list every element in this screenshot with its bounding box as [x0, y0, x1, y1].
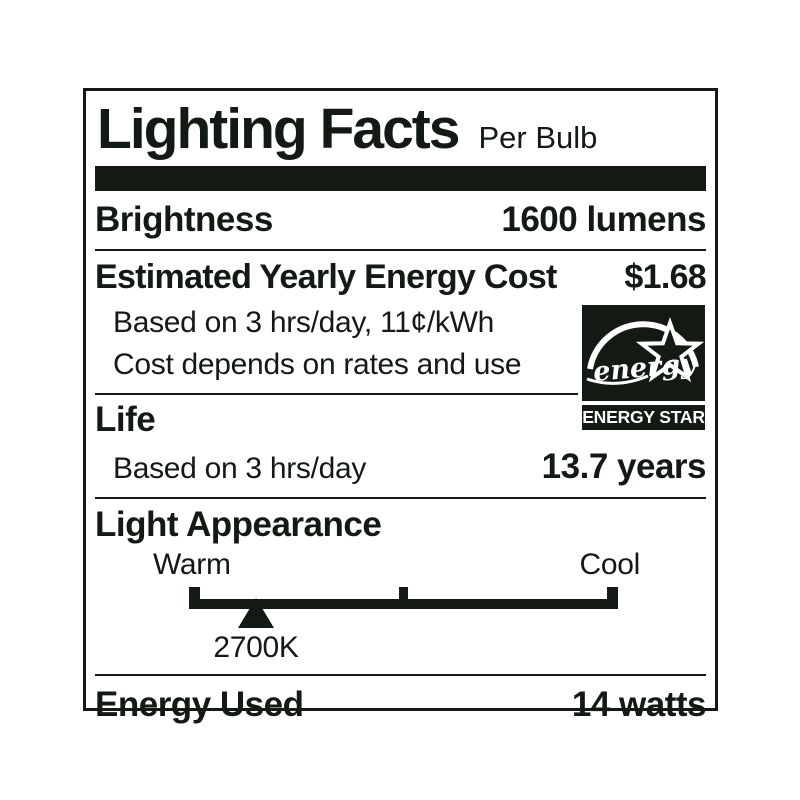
brightness-value: 1600 lumens — [501, 200, 706, 239]
warm-label: Warm — [153, 548, 231, 581]
life-note: Based on 3 hrs/day — [113, 452, 367, 485]
life-row: Based on 3 hrs/day 13.7 years — [95, 447, 707, 487]
energy-cost-label: Estimated Yearly Energy Cost — [95, 258, 557, 296]
kelvin-marker-triangle — [238, 598, 274, 628]
energy-star-mark: energy — [582, 305, 705, 401]
energy-cost-value: $1.68 — [624, 258, 706, 296]
warm-cool-row: Warm Cool — [95, 545, 706, 582]
energy-star-emblem-icon: energy — [582, 305, 705, 401]
color-temperature-scale — [95, 585, 706, 631]
energy-used-value: 14 watts — [571, 685, 707, 724]
energy-cost-row: Estimated Yearly Energy Cost $1.68 — [95, 258, 707, 297]
energy-cost-note-1: Based on 3 hrs/day, 11¢/kWh — [113, 306, 495, 339]
scale-bar — [189, 599, 618, 609]
energy-cost-note-2: Cost depends on rates and use — [113, 348, 522, 381]
energy-used-label: Energy Used — [95, 685, 304, 724]
brightness-label: Brightness — [95, 200, 273, 239]
scale-left-tick — [189, 587, 200, 609]
star-icon — [635, 316, 705, 383]
life-label: Life — [95, 400, 156, 439]
thick-separator-bar — [95, 166, 706, 191]
label-title: Lighting Facts — [97, 97, 460, 161]
divider-light-appearance — [95, 674, 706, 676]
light-appearance-label: Light Appearance — [95, 505, 382, 544]
per-bulb-qualifier: Per Bulb — [478, 120, 598, 155]
energy-used-row: Energy Used 14 watts — [95, 676, 707, 734]
partial-divider — [95, 393, 578, 395]
brightness-row: Brightness 1600 lumens — [95, 191, 706, 251]
scale-middle-tick — [399, 587, 408, 600]
cool-label: Cool — [579, 548, 641, 581]
scale-right-tick — [607, 587, 618, 609]
energy-star-logo: energy ENERGY STAR — [582, 305, 705, 430]
divider-life — [95, 497, 706, 499]
lighting-facts-label: Lighting Facts Per Bulb Brightness 1600 … — [83, 88, 718, 724]
energy-star-banner: ENERGY STAR — [582, 405, 705, 430]
temperature-scale-graphic — [189, 587, 618, 628]
kelvin-value: 2700K — [213, 631, 299, 664]
life-value: 13.7 years — [541, 447, 707, 486]
title-row: Lighting Facts Per Bulb — [95, 91, 706, 163]
